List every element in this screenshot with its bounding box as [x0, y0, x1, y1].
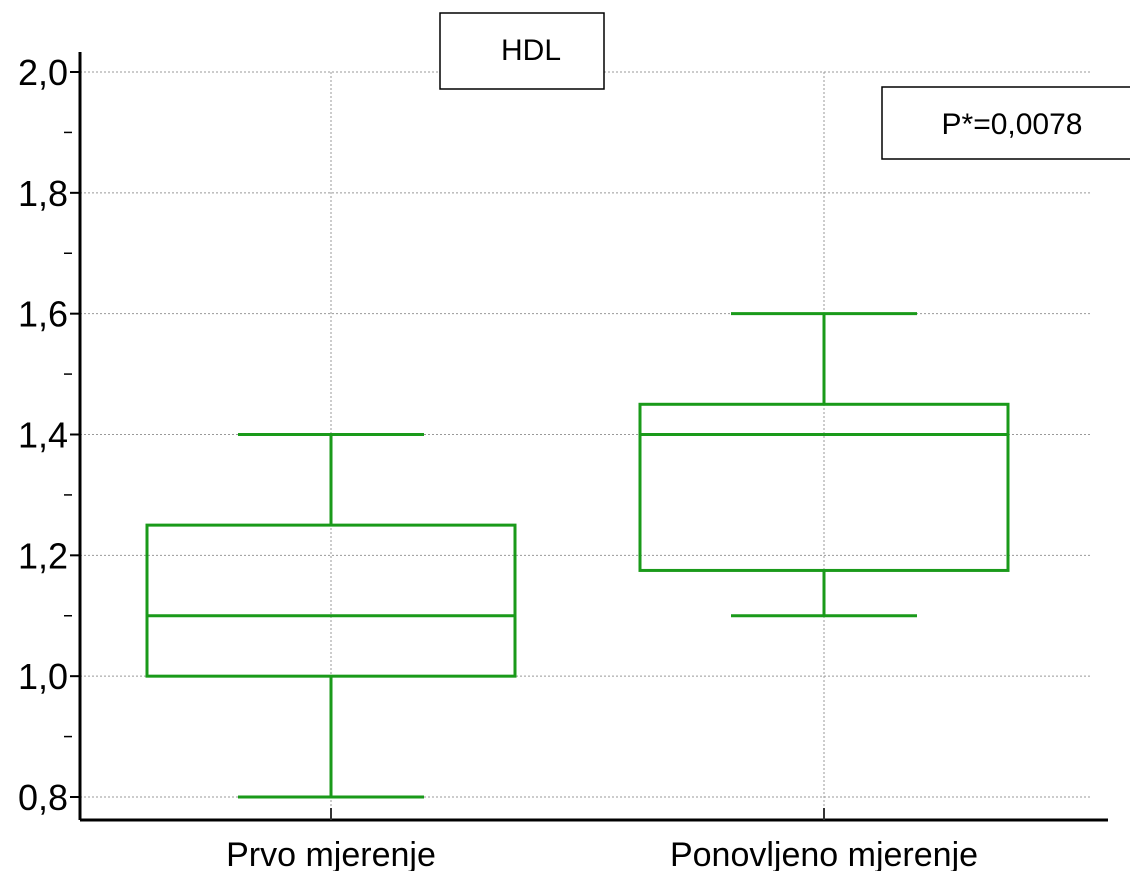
p-value-annotation: P*=0,0078: [942, 108, 1083, 141]
x-ticks: Prvo mjerenje Ponovljeno mjerenje: [226, 808, 978, 871]
title-box: HDL: [439, 12, 605, 90]
y-ticks: 0,8 1,0 1,2 1,4 1,6 1,8 2,0: [18, 52, 80, 818]
chart-title: HDL: [501, 34, 561, 67]
y-tick-label: 1,4: [18, 415, 68, 456]
box-series: [145, 312, 1010, 799]
box-plot: [638, 312, 1010, 618]
annotation-box: P*=0,0078: [881, 86, 1130, 160]
y-tick-label: 1,8: [18, 173, 68, 214]
iqr-box: [638, 402, 1010, 572]
x-tick-label: Ponovljeno mjerenje: [670, 836, 978, 871]
y-tick-label: 1,2: [18, 535, 68, 576]
y-tick-label: 1,6: [18, 294, 68, 335]
y-tick-label: 0,8: [18, 777, 68, 818]
x-tick-label: Prvo mjerenje: [226, 836, 436, 871]
iqr-box: [145, 523, 517, 678]
axes: [78, 52, 1108, 822]
y-tick-label: 2,0: [18, 52, 68, 93]
grid-lines: [80, 71, 1090, 820]
box-plot: [145, 433, 517, 799]
y-tick-label: 1,0: [18, 656, 68, 697]
